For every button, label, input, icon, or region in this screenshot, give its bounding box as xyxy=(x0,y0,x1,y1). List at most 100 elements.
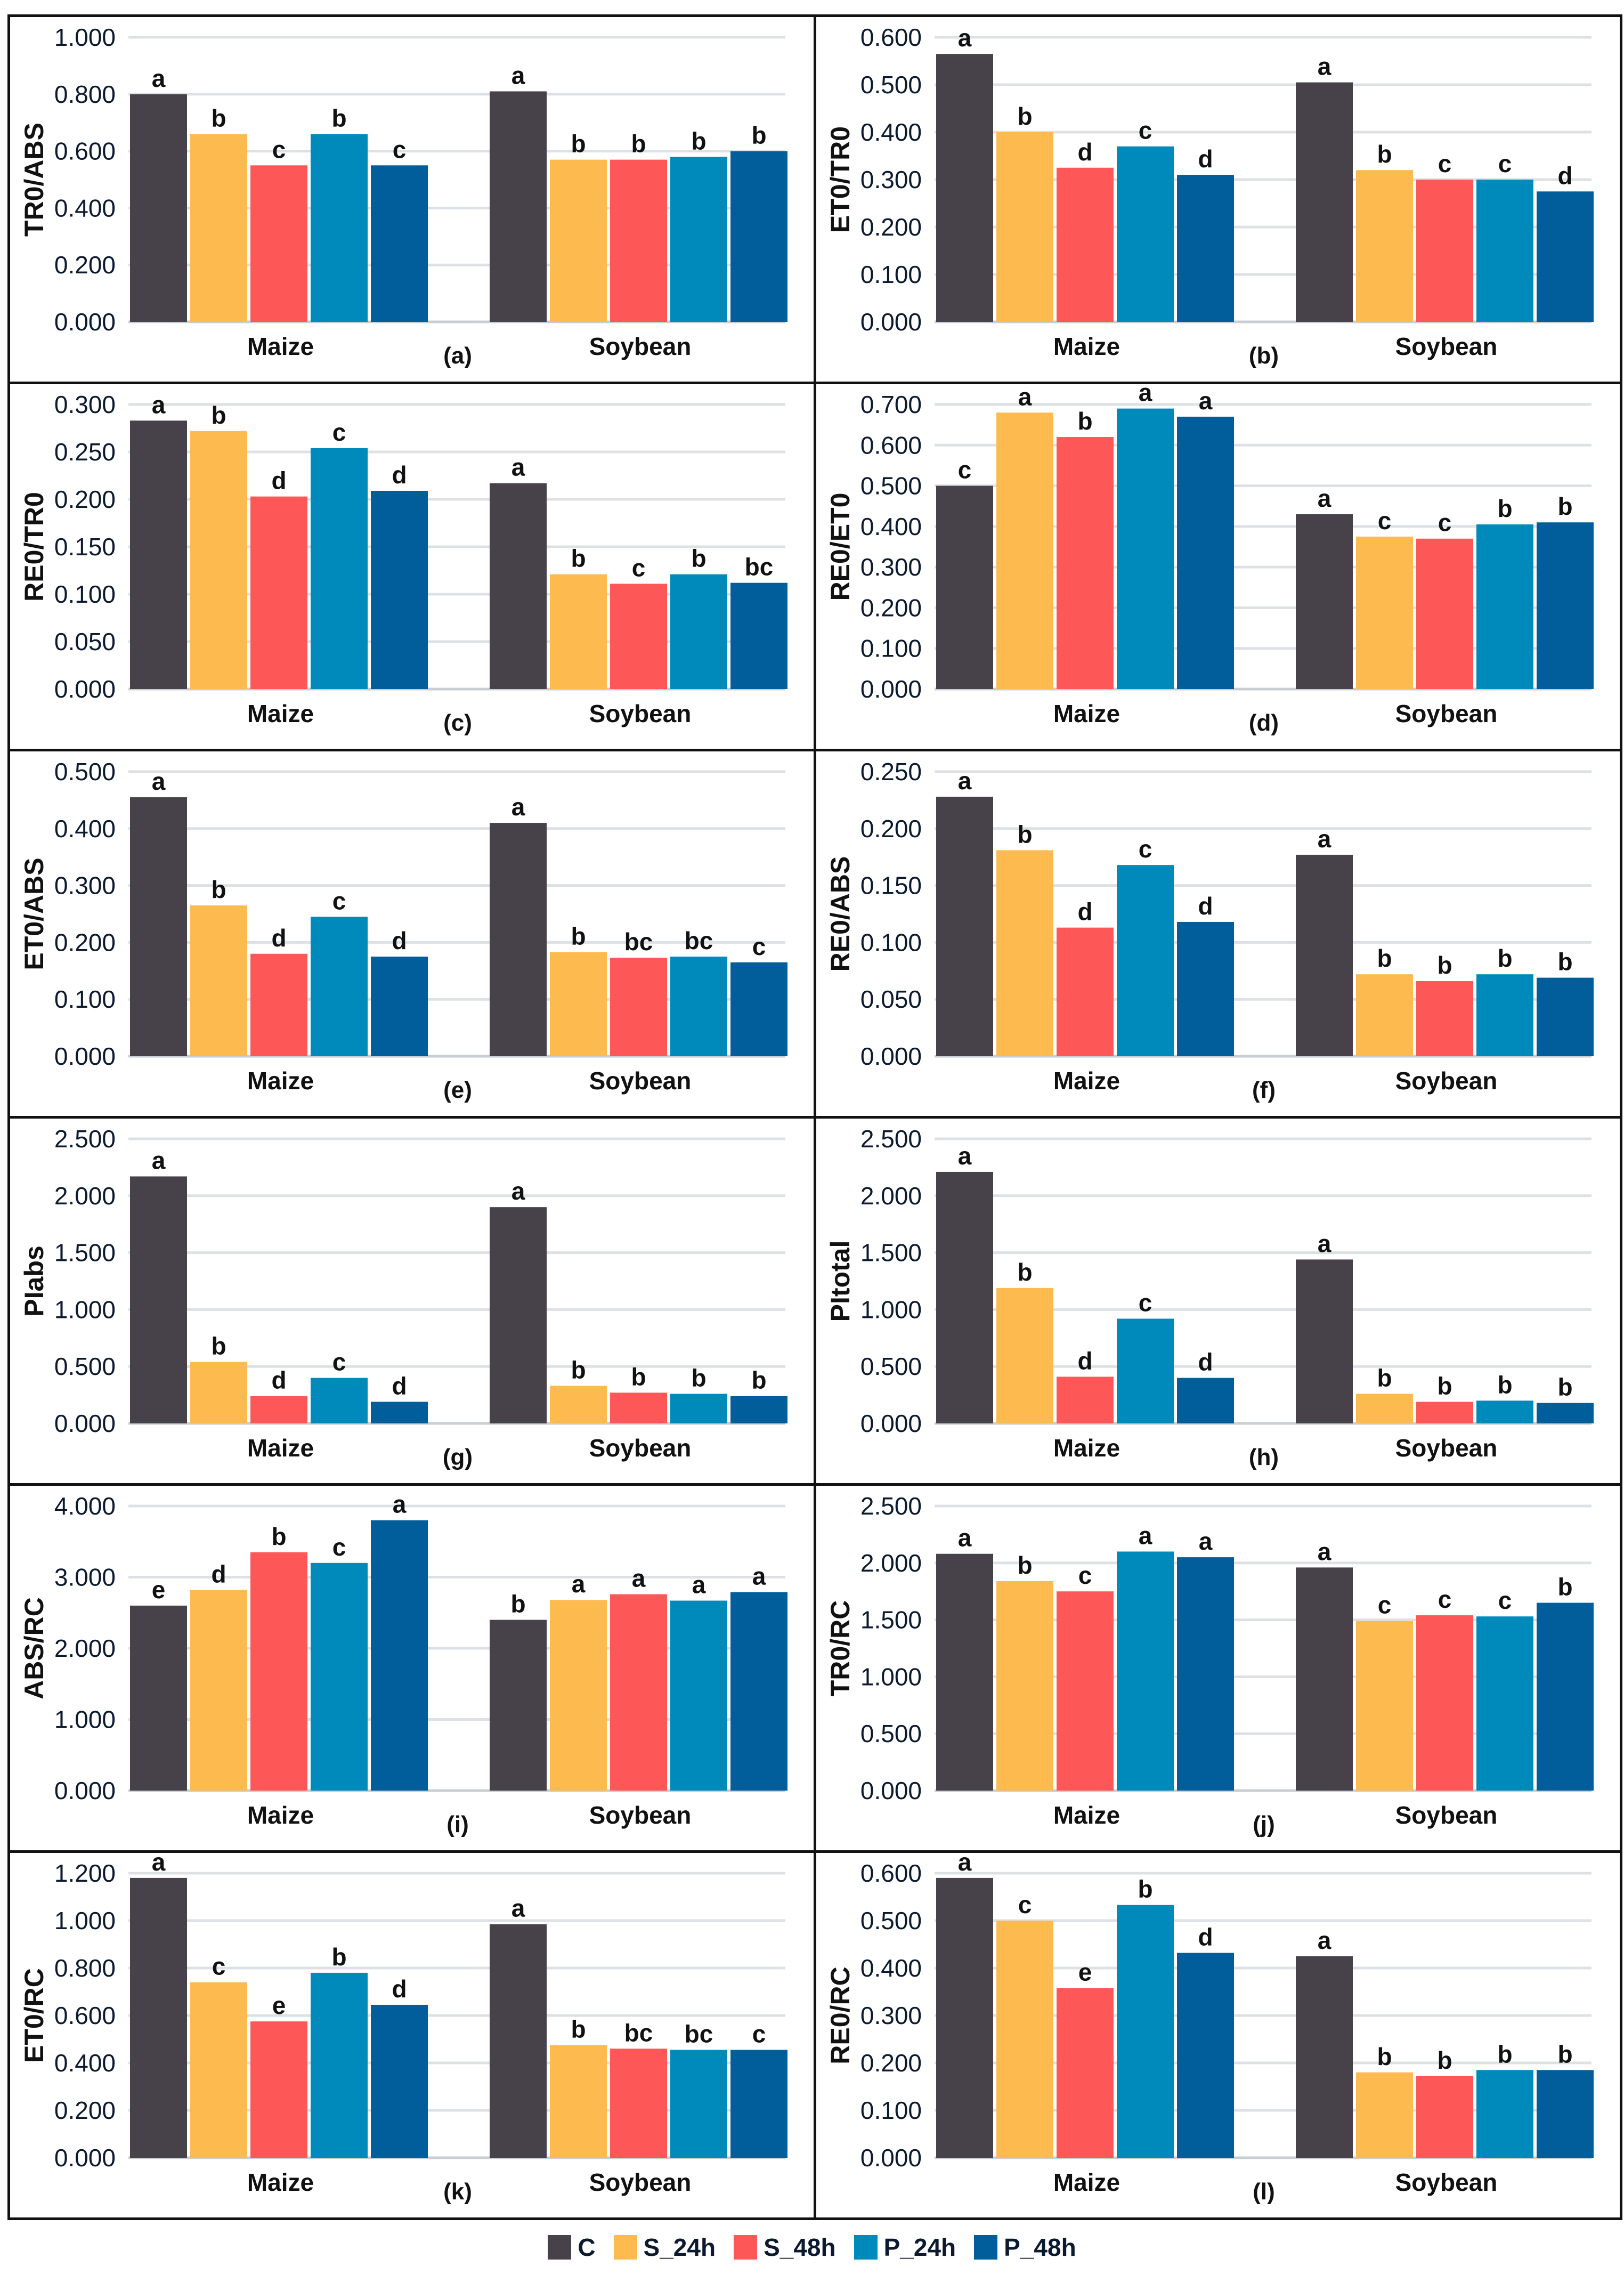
y-tick-label: 0.500 xyxy=(860,1720,922,1747)
bar-chart: 0.000 1.000 2.000 3.000 4.000 ABS/RC e d b c a Maiz… xyxy=(19,1491,787,1837)
bar xyxy=(1057,927,1114,1056)
bar xyxy=(610,2049,667,2158)
bar xyxy=(1296,1956,1353,2158)
bar-chart: 0.000 0.200 0.400 0.600 0.800 1.000 TR0/ABS a b c… xyxy=(19,23,787,369)
bar xyxy=(1476,1616,1533,1791)
bar xyxy=(1177,921,1234,1056)
bar xyxy=(371,1402,428,1423)
bar xyxy=(670,1600,727,1791)
legend-swatch xyxy=(548,2235,572,2260)
category-label: Maize xyxy=(1053,2168,1120,2196)
significance-letter: a xyxy=(1318,1537,1331,1565)
y-tick-label: 2.500 xyxy=(54,1125,116,1153)
y-tick-label: 0.000 xyxy=(54,1777,116,1804)
chart-panel: 0.000 0.200 0.400 0.600 0.800 1.000 1.200 ET0/R… xyxy=(10,1853,816,2220)
bar-chart: 0.000 0.100 0.200 0.300 0.400 0.500 0.600 RE0/R… xyxy=(825,1853,1594,2205)
significance-letter: b xyxy=(691,545,706,572)
category-label: Soybean xyxy=(589,1434,692,1462)
bar xyxy=(550,1386,607,1423)
legend-item-c: C xyxy=(548,2233,596,2262)
bar xyxy=(311,1563,368,1791)
significance-letter: a xyxy=(511,1895,525,1922)
bar xyxy=(996,1288,1053,1423)
significance-letter: a xyxy=(692,1571,706,1599)
significance-letter: a xyxy=(152,1853,166,1876)
significance-letter: b xyxy=(751,1366,766,1394)
bar xyxy=(371,490,428,689)
bar xyxy=(1296,82,1353,322)
y-tick-label: 0.200 xyxy=(54,928,116,956)
bar xyxy=(190,1982,247,2158)
bar xyxy=(311,448,368,689)
bar xyxy=(1296,514,1353,689)
bar xyxy=(311,1972,368,2158)
significance-letter: d xyxy=(1557,161,1572,189)
y-tick-label: 1.500 xyxy=(54,1239,116,1267)
bar xyxy=(1117,1318,1174,1423)
y-tick-label: 0.400 xyxy=(860,1954,922,1982)
significance-letter: c xyxy=(332,1533,346,1561)
significance-letter: a xyxy=(1139,384,1152,407)
category-label: Maize xyxy=(1053,333,1120,360)
significance-letter: b xyxy=(571,2015,586,2043)
y-axis-label: ABS/RC xyxy=(19,1597,49,1699)
panel-label: (g) xyxy=(443,1444,473,1470)
significance-letter: c xyxy=(212,1953,226,1980)
significance-letter: c xyxy=(958,456,972,484)
significance-letter: c xyxy=(752,2020,766,2048)
y-tick-label: 0.500 xyxy=(54,758,116,786)
significance-letter: a xyxy=(958,24,972,52)
chart-panel: 0.000 0.200 0.400 0.600 0.800 1.000 TR0/ABS a b c… xyxy=(10,17,816,384)
significance-letter: d xyxy=(1198,892,1213,920)
significance-letter: c xyxy=(1498,150,1512,177)
y-tick-label: 0.600 xyxy=(54,137,116,165)
bar xyxy=(311,917,368,1056)
category-label: Soybean xyxy=(1395,1801,1498,1829)
bar xyxy=(311,134,368,322)
significance-letter: a xyxy=(511,793,525,821)
significance-letter: b xyxy=(211,1332,226,1360)
significance-letter: b xyxy=(1077,407,1092,435)
y-tick-label: 1.200 xyxy=(54,1859,116,1887)
y-tick-label: 0.700 xyxy=(860,391,922,418)
legend-label: P_24h xyxy=(883,2233,956,2261)
bar xyxy=(250,1552,307,1791)
y-tick-label: 0.200 xyxy=(54,2096,116,2124)
bar-chart: 0.000 0.050 0.100 0.150 0.200 0.250 0.300 RE0/T… xyxy=(19,391,787,736)
bar xyxy=(130,797,187,1056)
y-tick-label: 0.000 xyxy=(860,2144,922,2172)
significance-letter: b xyxy=(1497,495,1512,522)
significance-letter: b xyxy=(571,1356,586,1384)
significance-letter: c xyxy=(393,135,407,163)
bar xyxy=(1416,1402,1473,1423)
y-tick-label: 0.150 xyxy=(54,533,116,561)
y-axis-label: PItotal xyxy=(825,1241,855,1322)
y-tick-label: 0.400 xyxy=(54,194,116,222)
y-tick-label: 0.500 xyxy=(860,71,922,99)
y-tick-label: 0.800 xyxy=(54,1954,116,1982)
legend-item-s24: S_24h xyxy=(613,2233,716,2262)
y-tick-label: 2.000 xyxy=(54,1182,116,1210)
significance-letter: a xyxy=(152,64,166,92)
bar xyxy=(371,957,428,1056)
y-axis-label: RE0/TR0 xyxy=(19,492,49,602)
significance-letter: d xyxy=(1198,1348,1213,1376)
significance-letter: b xyxy=(510,1590,525,1618)
significance-letter: a xyxy=(572,1570,586,1598)
bar xyxy=(1117,408,1174,689)
significance-letter: b xyxy=(1497,2040,1512,2068)
bar xyxy=(1356,536,1413,689)
bar xyxy=(1476,974,1533,1056)
bar xyxy=(250,2021,307,2158)
y-tick-label: 0.200 xyxy=(54,251,116,279)
panel-label: (a) xyxy=(443,343,472,369)
significance-letter: e xyxy=(152,1576,166,1604)
significance-letter: a xyxy=(1318,53,1331,80)
category-label: Maize xyxy=(247,700,314,727)
y-tick-label: 3.000 xyxy=(54,1564,116,1591)
y-tick-label: 0.100 xyxy=(860,261,922,288)
y-tick-label: 0.250 xyxy=(860,758,922,786)
y-tick-label: 1.000 xyxy=(54,1907,116,1934)
significance-letter: a xyxy=(1199,1527,1213,1555)
bar xyxy=(490,1620,547,1791)
